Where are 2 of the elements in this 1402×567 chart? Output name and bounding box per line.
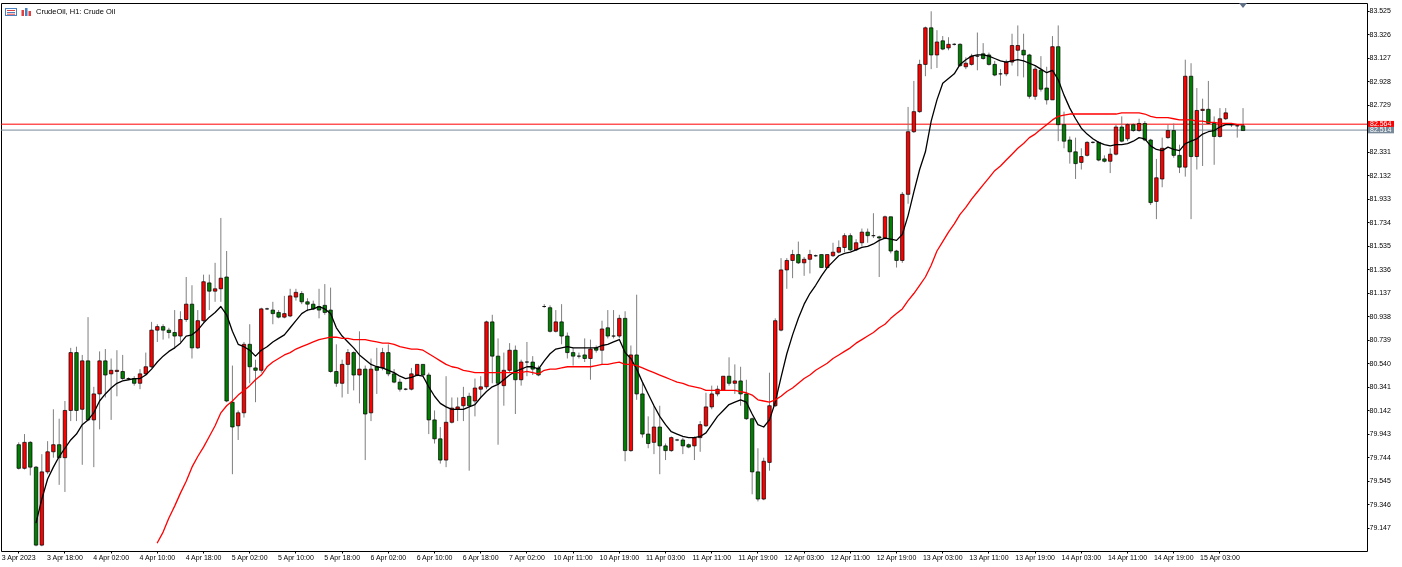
candlestick <box>1240 107 1246 132</box>
candlestick <box>611 309 616 339</box>
